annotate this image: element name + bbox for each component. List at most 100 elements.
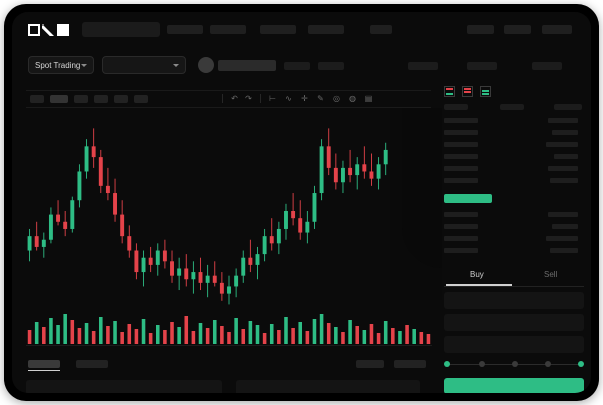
orderbook-row	[548, 212, 578, 217]
trash-icon[interactable]: ▤	[364, 94, 373, 103]
toolbar-chip-1[interactable]	[50, 95, 68, 103]
orderbook-asks-icon[interactable]	[462, 86, 473, 97]
slider-step-25[interactable]	[479, 361, 485, 367]
pencil-icon[interactable]: ✎	[317, 94, 324, 103]
orderbook-row	[548, 118, 578, 123]
volume-chart	[26, 308, 432, 354]
orderbook-row[interactable]	[444, 154, 478, 159]
chart-tab-0[interactable]	[28, 360, 60, 368]
app-screen: Spot Trading	[12, 12, 591, 393]
market-header-bar: Spot Trading	[12, 56, 591, 82]
orderbook-row	[550, 178, 578, 183]
toolbar-divider	[222, 94, 223, 103]
toolbar-chip-2[interactable]	[74, 95, 88, 103]
orderbook-view-toggles	[444, 86, 491, 97]
undo-icon[interactable]: ↶	[231, 94, 238, 103]
orderbook-bids-icon[interactable]	[480, 86, 491, 97]
stat-last-price	[284, 62, 310, 70]
nav-item-3[interactable]	[308, 25, 344, 34]
pair-name-label	[218, 60, 276, 71]
toolbar-chip-5[interactable]	[134, 95, 148, 103]
trend-tool-icon[interactable]: ∿	[285, 94, 292, 103]
orderbook-row[interactable]	[444, 236, 478, 241]
amount-field[interactable]	[444, 314, 584, 331]
orderbook-row[interactable]	[444, 178, 478, 183]
pair-select[interactable]	[102, 56, 186, 74]
orderbook-trade-column: Buy Sell	[440, 86, 588, 393]
candlestick-chart[interactable]	[26, 108, 432, 312]
nav-item-4[interactable]	[370, 25, 392, 34]
stat-high	[408, 62, 438, 70]
tablet-device-frame: Spot Trading	[4, 4, 599, 401]
sell-tab[interactable]: Sell	[544, 270, 558, 279]
chart-toolbar: ↶ ↷ ⊢ ∿ ✛ ✎ ◎ ◍ ▤	[26, 90, 431, 108]
orderbook-row	[546, 142, 578, 147]
coin-avatar	[198, 57, 214, 73]
orderbook-row[interactable]	[444, 212, 478, 217]
chart-overlay-shadow-2	[402, 108, 442, 268]
orderbook-row	[548, 166, 578, 171]
chart-tab-active-underline	[28, 370, 60, 371]
logo-square-outline	[28, 23, 40, 36]
toolbar-chip-3[interactable]	[94, 95, 108, 103]
candlestick-canvas	[27, 128, 431, 305]
nav-item-1[interactable]	[210, 25, 246, 34]
chart-tab-1[interactable]	[76, 360, 108, 368]
slider-step-100[interactable]	[578, 361, 584, 367]
orderbook-header-price	[444, 104, 468, 110]
slider-step-75[interactable]	[545, 361, 551, 367]
orderbook-headers	[444, 104, 584, 111]
orderbook-last-price	[444, 194, 492, 203]
line-tool-icon[interactable]: ⊢	[269, 94, 276, 103]
orderbook-row	[552, 224, 578, 229]
nav-right-1[interactable]	[504, 25, 531, 34]
logo-square-filled	[57, 23, 69, 36]
buy-sell-tabs: Buy Sell	[444, 268, 584, 287]
buy-tab[interactable]: Buy	[470, 270, 484, 279]
orderbook-header-total	[554, 104, 582, 110]
orderbook-row	[546, 236, 578, 241]
positions-panel[interactable]	[236, 380, 420, 393]
orderbook-row[interactable]	[444, 224, 478, 229]
crosshair-icon[interactable]: ✛	[301, 94, 308, 103]
orderbook-row[interactable]	[444, 142, 478, 147]
volume-canvas	[26, 314, 432, 346]
nav-right-0[interactable]	[467, 25, 494, 34]
price-field[interactable]	[444, 292, 584, 309]
trading-mode-select[interactable]: Spot Trading	[28, 56, 94, 74]
orderbook-row[interactable]	[444, 118, 478, 123]
buy-tab-underline	[446, 284, 512, 286]
search-input[interactable]	[82, 22, 160, 37]
redo-icon[interactable]: ↷	[245, 94, 252, 103]
orderbook-header-amount	[500, 104, 524, 110]
toolbar-chip-0[interactable]	[30, 95, 44, 103]
stat-volume	[532, 62, 562, 70]
buy-submit-button[interactable]	[444, 378, 584, 393]
chevron-down-icon	[173, 63, 179, 67]
orderbook-row	[554, 154, 578, 159]
orderbook-row[interactable]	[444, 248, 478, 253]
eye-icon[interactable]: ◍	[349, 94, 356, 103]
chart-tab-3[interactable]	[394, 360, 426, 368]
orderbook-row[interactable]	[444, 166, 478, 171]
orderbook-both-icon[interactable]	[444, 86, 455, 97]
toolbar-divider-2	[260, 94, 261, 103]
total-field[interactable]	[444, 336, 584, 353]
magnet-icon[interactable]: ◎	[333, 94, 340, 103]
stat-change	[318, 62, 344, 70]
chevron-down-icon	[81, 63, 87, 67]
orderbook-row[interactable]	[444, 130, 478, 135]
slider-step-0[interactable]	[444, 361, 450, 367]
orders-panel[interactable]	[26, 380, 222, 393]
nav-item-0[interactable]	[167, 25, 203, 34]
orderbook-row	[550, 248, 578, 253]
slider-step-50[interactable]	[512, 361, 518, 367]
nav-item-2[interactable]	[260, 25, 296, 34]
toolbar-chip-4[interactable]	[114, 95, 128, 103]
chart-tab-2[interactable]	[356, 360, 384, 368]
okx-logo-icon[interactable]	[28, 23, 72, 36]
stat-low	[467, 62, 497, 70]
nav-right-2[interactable]	[542, 25, 572, 34]
chart-bottom-tabs	[26, 357, 432, 371]
